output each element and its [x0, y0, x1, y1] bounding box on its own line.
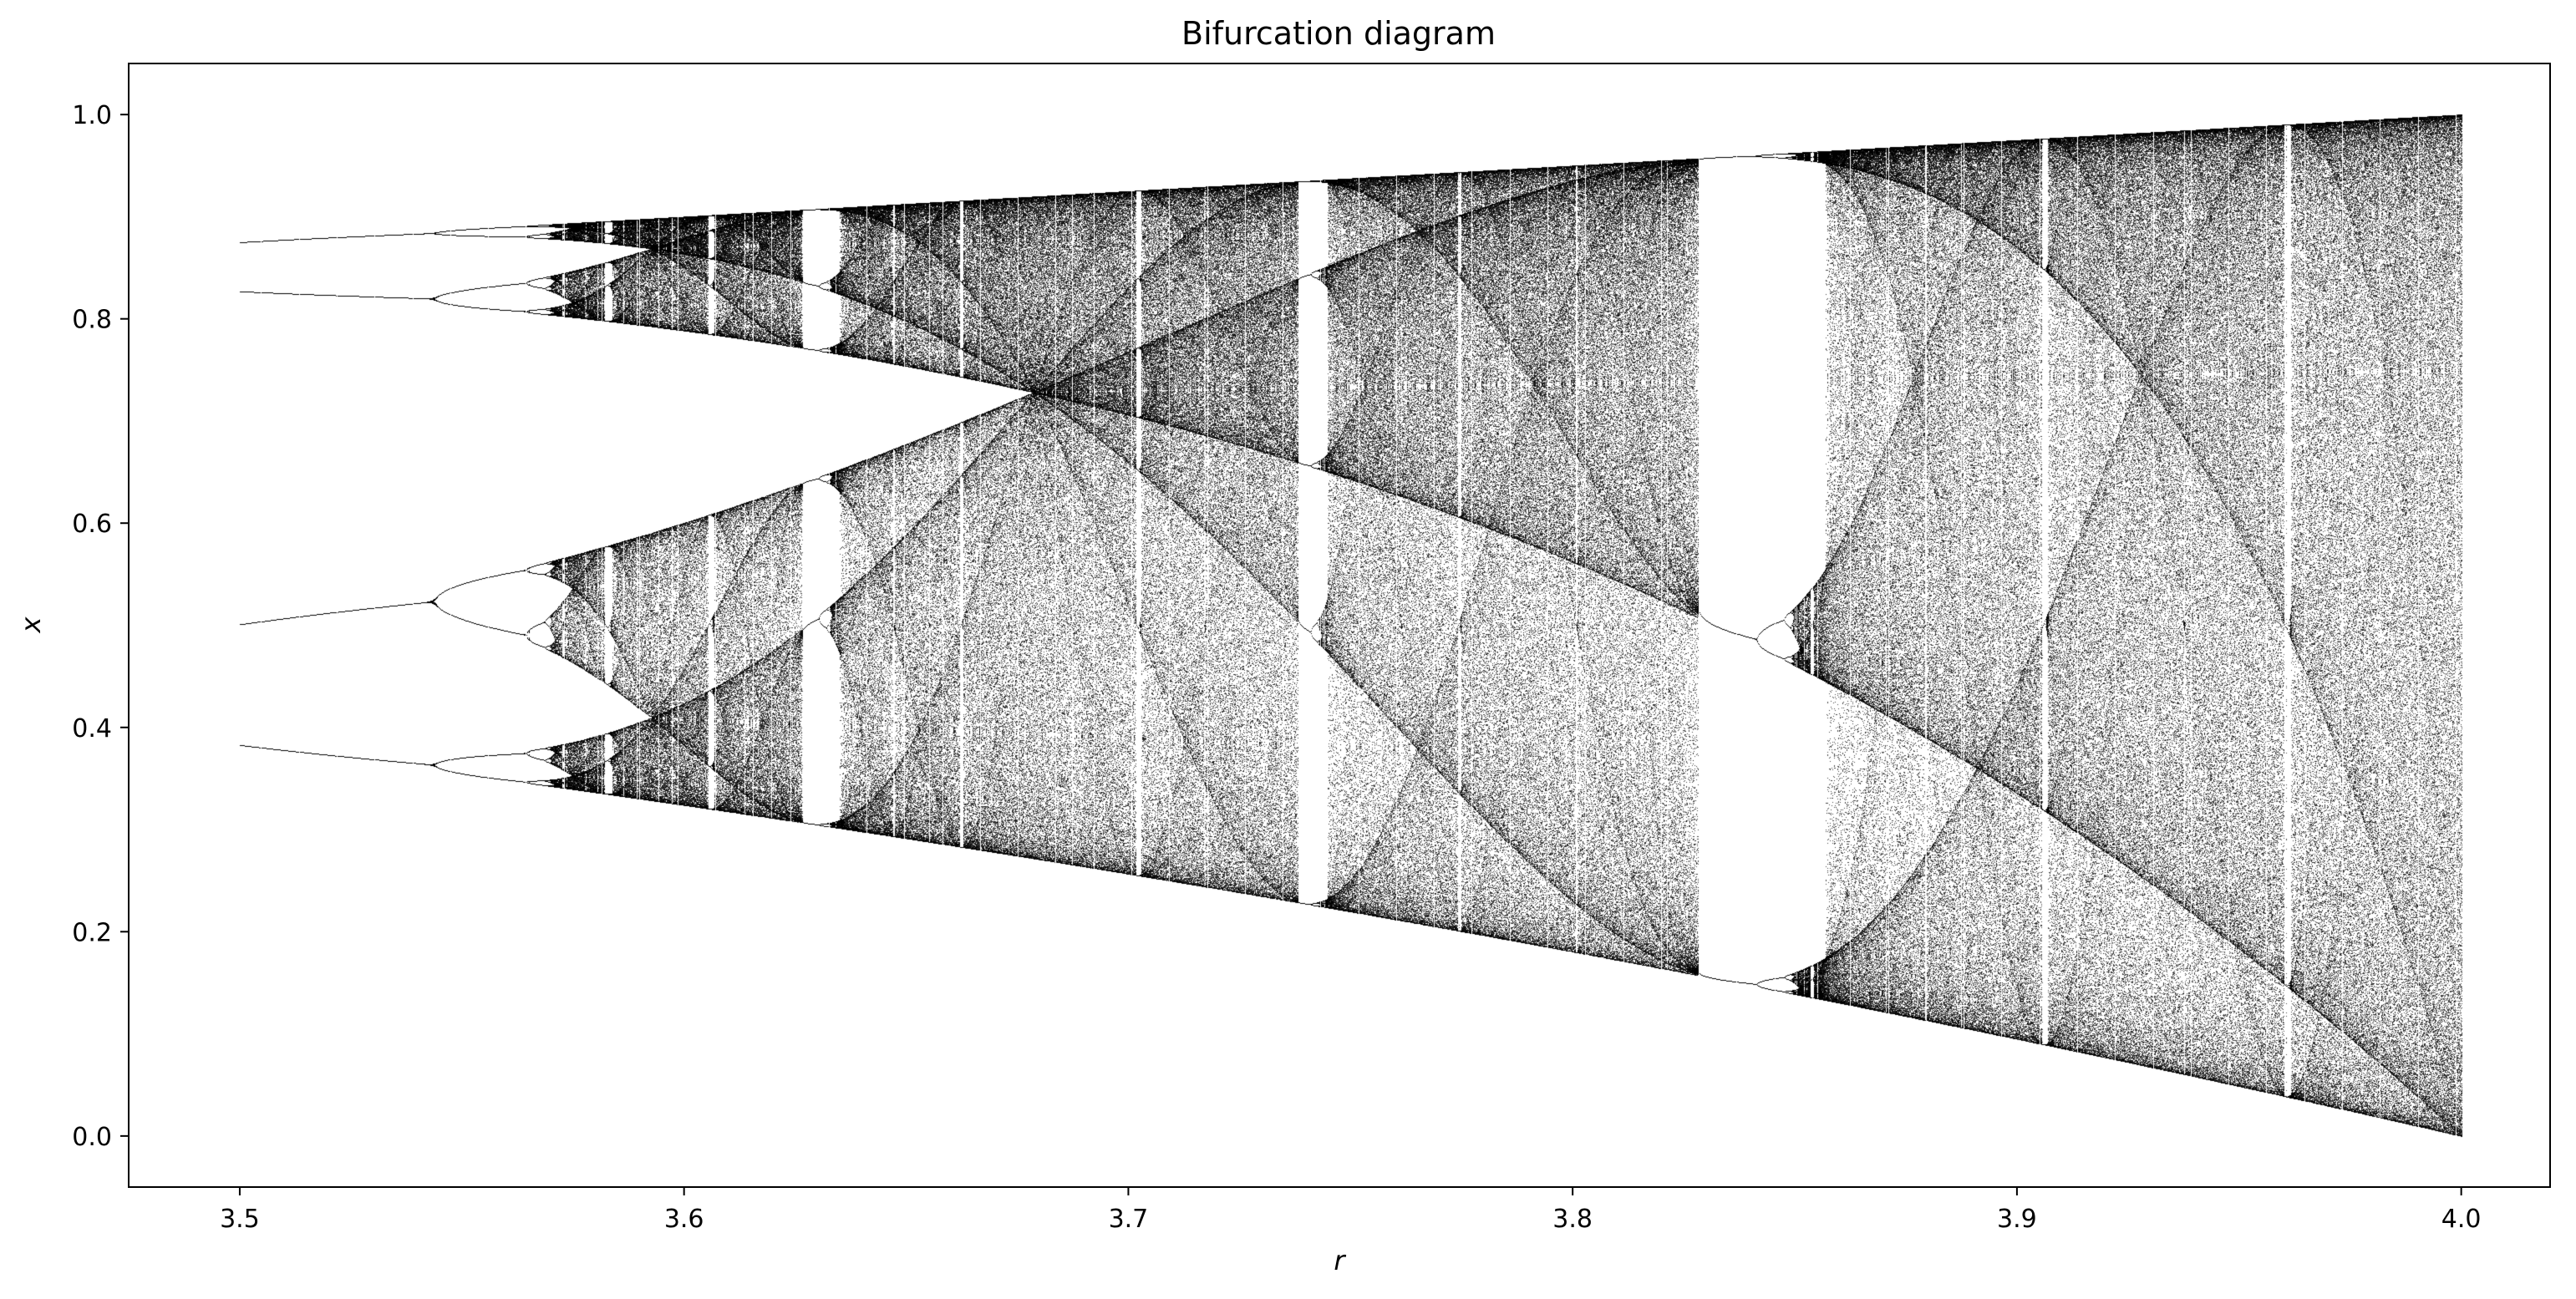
chart-title: Bifurcation diagram [1181, 15, 1496, 52]
bifurcation-scatter-points [129, 63, 2550, 1187]
y-tick-label: 1.0 [72, 101, 112, 130]
x-axis: 3.5 3.6 3.7 3.8 3.9 4.0 [220, 1187, 2482, 1234]
x-tick-label: 3.5 [220, 1205, 260, 1234]
y-tick-label: 0.0 [72, 1123, 112, 1152]
x-tick-label: 4.0 [2441, 1205, 2482, 1234]
x-tick-label: 3.8 [1552, 1205, 1593, 1234]
x-tick-label: 3.9 [1997, 1205, 2037, 1234]
y-tick-label: 0.2 [72, 918, 112, 947]
x-axis-label: r [1334, 1245, 1346, 1276]
y-axis-label: x [15, 616, 47, 633]
x-tick-label: 3.7 [1109, 1205, 1149, 1234]
y-tick-label: 0.8 [72, 306, 112, 335]
plot-frame [128, 63, 2551, 1188]
y-tick-label: 0.6 [72, 510, 112, 539]
y-axis: 0.0 0.2 0.4 0.6 0.8 1.0 [72, 101, 129, 1152]
x-tick-label: 3.6 [664, 1205, 704, 1234]
y-tick-label: 0.4 [72, 714, 112, 743]
plot-area [129, 63, 2550, 1187]
